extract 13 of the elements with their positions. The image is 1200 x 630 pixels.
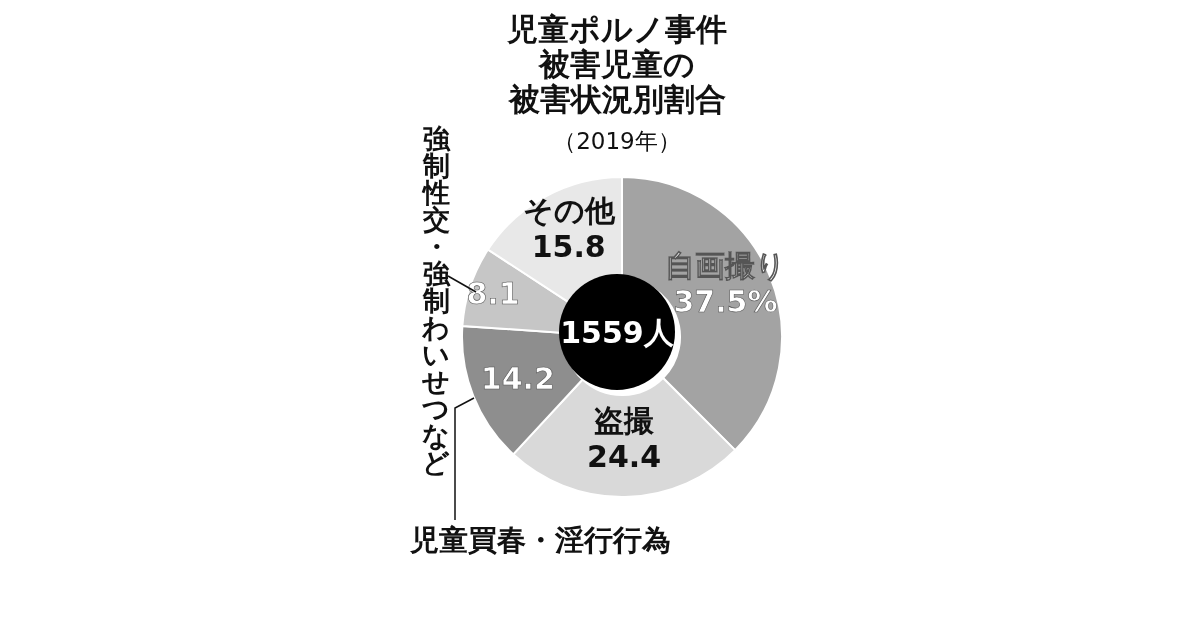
slice-label: 盗撮 <box>594 402 655 438</box>
chart-subtitle: （2019年） <box>553 128 681 154</box>
data-label: 8.1 <box>466 276 520 312</box>
data-label: 15.8 <box>531 228 606 264</box>
slice-label: その他 <box>522 192 616 228</box>
category-label: 強制性交・強制わいせつなど <box>422 123 450 478</box>
data-label: 37.5% <box>673 284 778 320</box>
slice-label: 児童買春・淫行行為 <box>409 523 671 557</box>
slice-label: 自画撮り <box>664 248 786 284</box>
data-label: 24.4 <box>587 438 662 474</box>
text: 1559人 <box>560 314 675 350</box>
chart-title: 児童ポルノ事件被害児童の被害状況別割合 <box>506 11 728 117</box>
data-label: 14.2 <box>480 360 555 396</box>
